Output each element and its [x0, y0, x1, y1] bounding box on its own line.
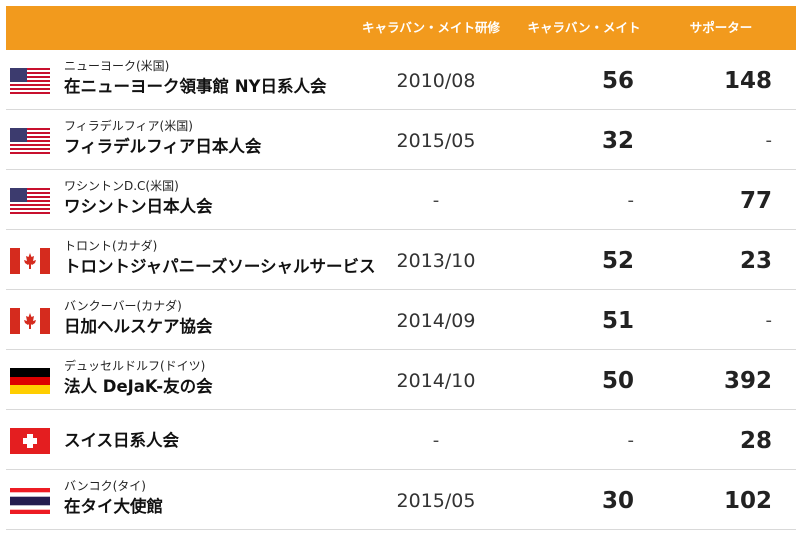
row-location: デュッセルドルフ(ドイツ) — [64, 359, 206, 373]
table-row: トロント(カナダ) トロントジャパニーズソーシャルサービス 2013/10 52… — [6, 230, 796, 290]
swiss-flag-icon — [10, 428, 50, 454]
row-supporter-count: 102 — [723, 488, 772, 514]
row-organization: フィラデルフィア日本人会 — [64, 137, 262, 156]
row-location: ワシントンD.C(米国) — [64, 179, 179, 193]
row-training-date: - — [432, 430, 440, 451]
us-flag-icon — [10, 188, 50, 214]
germany-flag-icon — [10, 368, 50, 394]
row-organization: 在ニューヨーク領事館 NY日系人会 — [64, 77, 327, 96]
row-mate-count: 32 — [601, 128, 634, 154]
table-row: バンコク(タイ) 在タイ大使館 2015/05 30 102 — [6, 470, 796, 530]
row-mate-count: 30 — [601, 488, 634, 514]
row-mate-count: - — [627, 430, 635, 451]
table-row: スイス日系人会 - - 28 — [6, 410, 796, 470]
row-mate-count: - — [627, 190, 635, 211]
table-header: キャラバン・メイト研修 キャラバン・メイト サポーター — [6, 6, 796, 50]
row-location: トロント(カナダ) — [64, 239, 158, 253]
table-row: ワシントンD.C(米国) ワシントン日本人会 - - 77 — [6, 170, 796, 230]
row-mate-count: 50 — [601, 368, 634, 394]
row-location: バンクーバー(カナダ) — [64, 299, 182, 313]
row-location: ニューヨーク(米国) — [64, 59, 170, 73]
row-training-date: 2014/09 — [396, 310, 476, 332]
row-location: フィラデルフィア(米国) — [64, 119, 193, 133]
row-mate-count: 56 — [601, 68, 634, 94]
row-organization: ワシントン日本人会 — [64, 197, 213, 216]
row-training-date: 2015/05 — [396, 130, 476, 152]
table-row: ニューヨーク(米国) 在ニューヨーク領事館 NY日系人会 2010/08 56 … — [6, 50, 796, 110]
thailand-flag-icon — [10, 488, 50, 514]
row-organization: トロントジャパニーズソーシャルサービス — [64, 257, 376, 276]
row-supporter-count: 28 — [739, 428, 772, 454]
row-training-date: 2015/05 — [396, 490, 476, 512]
canada-flag-icon — [10, 308, 50, 334]
us-flag-icon — [10, 128, 50, 154]
header-supporter: サポーター — [689, 20, 753, 35]
row-organization: 法人 DeJaK-友の会 — [64, 377, 213, 396]
table-row: フィラデルフィア(米国) フィラデルフィア日本人会 2015/05 32 - — [6, 110, 796, 170]
row-training-date: 2010/08 — [396, 70, 476, 92]
canada-flag-icon — [10, 248, 50, 274]
row-organization: 日加ヘルスケア協会 — [64, 317, 213, 336]
header-training: キャラバン・メイト研修 — [361, 20, 500, 35]
table-row: バンクーバー(カナダ) 日加ヘルスケア協会 2014/09 51 - — [6, 290, 796, 350]
row-supporter-count: - — [765, 310, 773, 331]
row-training-date: 2013/10 — [396, 250, 476, 272]
row-location: バンコク(タイ) — [64, 479, 146, 493]
row-supporter-count: 392 — [723, 368, 772, 394]
row-supporter-count: 77 — [739, 188, 772, 214]
row-organization: 在タイ大使館 — [64, 497, 163, 516]
header-mate: キャラバン・メイト — [527, 20, 641, 35]
row-supporter-count: 148 — [723, 68, 772, 94]
row-training-date: - — [432, 190, 440, 211]
row-training-date: 2014/10 — [396, 370, 476, 392]
table-row: デュッセルドルフ(ドイツ) 法人 DeJaK-友の会 2014/10 50 39… — [6, 350, 796, 410]
row-mate-count: 52 — [601, 248, 634, 274]
row-supporter-count: 23 — [739, 248, 772, 274]
us-flag-icon — [10, 68, 50, 94]
overseas-table: キャラバン・メイト研修 キャラバン・メイト サポーター ニューヨーク(米国) 在… — [6, 6, 796, 530]
row-supporter-count: - — [765, 130, 773, 151]
row-organization: スイス日系人会 — [64, 431, 180, 450]
row-mate-count: 51 — [601, 308, 634, 334]
